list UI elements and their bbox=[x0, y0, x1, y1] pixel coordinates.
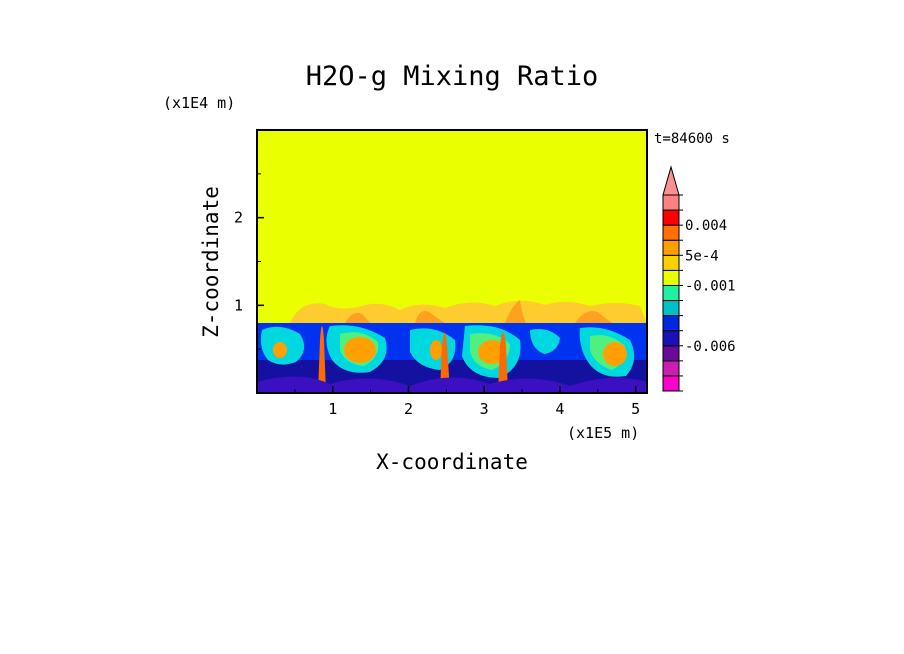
red-plumes bbox=[318, 326, 508, 392]
x-axis-label: X-coordinate bbox=[376, 450, 528, 474]
colorbar-swatch bbox=[662, 284, 680, 302]
y-tick-label: 2 bbox=[234, 209, 243, 227]
time-label: t=84600 s bbox=[654, 131, 730, 147]
x-tick-label: 5 bbox=[631, 400, 640, 418]
colorbar-swatch bbox=[662, 330, 680, 347]
orange-plumes-upper bbox=[345, 300, 612, 323]
y-tick-label: 1 bbox=[234, 296, 243, 314]
x-ticks: 1 2 3 4 5 bbox=[294, 386, 640, 418]
y-ticks: 12 bbox=[234, 173, 264, 350]
colorbar-swatch bbox=[662, 224, 680, 241]
colorbar: 0.004 5e-4 -0.001 -0.006 bbox=[662, 165, 736, 392]
colorbar-label: -0.001 bbox=[685, 278, 736, 294]
colorbar-swatch bbox=[662, 269, 680, 286]
chart-title: H2O-g Mixing Ratio bbox=[306, 61, 599, 92]
colorbar-swatch bbox=[662, 239, 680, 256]
orange-blobs bbox=[273, 337, 627, 366]
x-tick-label: 3 bbox=[480, 400, 489, 418]
x-scale-label: (x1E5 m) bbox=[567, 424, 639, 442]
colorbar-swatch bbox=[662, 209, 680, 226]
colorbar-overflow-arrow bbox=[662, 165, 680, 196]
colorbar-label: -0.006 bbox=[685, 339, 736, 355]
colorbar-swatch bbox=[662, 194, 680, 211]
plot-area bbox=[256, 129, 648, 394]
x-tick-label: 4 bbox=[555, 400, 564, 418]
upper-layer-field bbox=[257, 130, 647, 323]
surface-texture bbox=[257, 376, 647, 393]
colorbar-label: 0.004 bbox=[685, 218, 727, 234]
y-scale-label: (x1E4 m) bbox=[163, 94, 235, 112]
colorbar-swatch bbox=[662, 315, 680, 332]
colorbar-swatch bbox=[662, 360, 680, 377]
colorbar-swatch bbox=[662, 254, 680, 271]
y-axis-label: Z-coordinate bbox=[199, 186, 223, 338]
colorbar-swatch bbox=[662, 375, 680, 392]
colorbar-swatch bbox=[662, 345, 680, 362]
x-tick-label: 2 bbox=[404, 400, 413, 418]
colorbar-swatch bbox=[662, 300, 680, 317]
x-tick-label: 1 bbox=[328, 400, 337, 418]
boundary-wisps bbox=[290, 300, 647, 323]
colorbar-label: 5e-4 bbox=[685, 248, 719, 264]
